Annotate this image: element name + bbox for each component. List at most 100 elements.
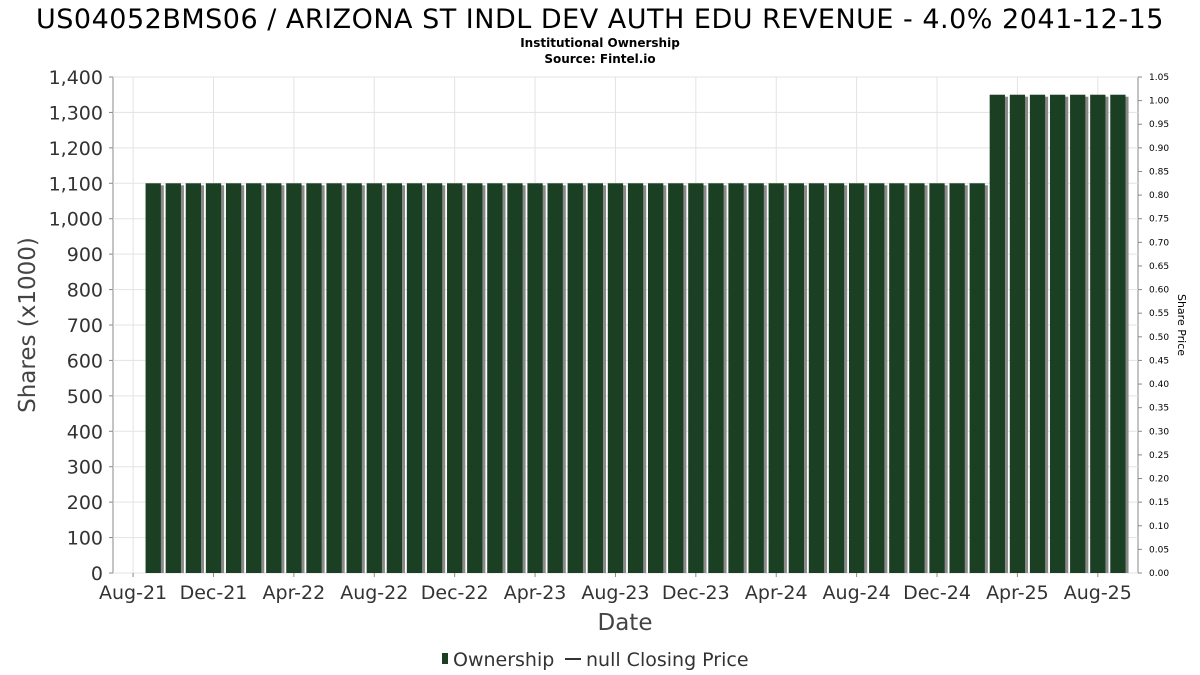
y-axis-label: Shares (x1000): [15, 237, 41, 413]
y2-tick-label: 1.05: [1149, 73, 1169, 83]
y2-tick-label: 0.80: [1149, 191, 1169, 201]
y2-axis-ticks: 0.00 0.05 0.10 0.15 0.20 0.25 0.30 0.35 0.40 0.45…: [1138, 73, 1169, 579]
bar: [467, 183, 483, 574]
bar: [145, 183, 161, 574]
bar: [1070, 94, 1086, 573]
y2-tick-label: 0.25: [1149, 451, 1169, 461]
y-axis-ticks: 0 100 200 300 400 500 600 700 800 900 1,000 1,100 1,…: [49, 67, 113, 585]
bar: [788, 183, 804, 574]
legend: Ownership null Closing Price: [442, 649, 749, 671]
chart-subtitle-2: Source: Fintel.io: [544, 52, 655, 66]
x-tick-label: Apr-24: [745, 582, 808, 604]
bar: [225, 183, 242, 574]
y2-tick-label: 0.20: [1149, 475, 1169, 485]
legend-ownership-swatch: [442, 653, 448, 664]
x-tick-label: Aug-23: [581, 582, 649, 604]
y2-tick-label: 0.85: [1149, 167, 1169, 177]
bar: [969, 183, 985, 574]
bar: [688, 183, 704, 574]
y-tick-label: 1,400: [49, 67, 103, 89]
bar: [1090, 94, 1106, 573]
x-axis-ticks: Aug-21 Dec-21 Apr-22 Aug-22 Dec-22 Apr-23 Aug-…: [99, 573, 1132, 604]
bar: [366, 183, 382, 574]
bar: [728, 183, 744, 574]
y-tick-label: 200: [67, 492, 103, 514]
bar: [447, 183, 463, 574]
bar: [547, 183, 563, 574]
x-tick-label: Aug-25: [1064, 582, 1132, 604]
x-tick-label: Aug-21: [99, 582, 167, 604]
bar: [386, 183, 403, 574]
bar: [507, 183, 523, 574]
bar: [205, 183, 222, 574]
bar: [587, 183, 603, 574]
y2-tick-label: 0.65: [1149, 262, 1169, 272]
bar: [326, 183, 342, 574]
bar: [989, 94, 1005, 573]
bar: [246, 183, 262, 574]
y-tick-label: 700: [67, 315, 103, 337]
chart-title: US04052BMS06 / ARIZONA ST INDL DEV AUTH …: [36, 4, 1164, 35]
x-tick-label: Aug-22: [340, 582, 408, 604]
bar: [768, 183, 784, 574]
y2-tick-label: 0.10: [1149, 522, 1169, 532]
legend-ownership-label: Ownership: [453, 649, 554, 671]
bar: [185, 183, 202, 574]
y2-tick-label: 0.50: [1149, 333, 1169, 343]
bar: [286, 183, 302, 574]
x-axis-label: Date: [598, 610, 653, 636]
y-tick-label: 100: [67, 528, 103, 550]
y-tick-label: 500: [67, 386, 103, 408]
y-tick-label: 300: [67, 457, 103, 479]
y-tick-label: 1,100: [49, 173, 103, 195]
y-tick-label: 1,200: [49, 138, 103, 160]
y-tick-label: 900: [67, 244, 103, 266]
bar: [1009, 94, 1026, 573]
x-tick-label: Apr-22: [263, 582, 326, 604]
y2-tick-label: 1.00: [1149, 97, 1169, 107]
y2-tick-label: 0.35: [1149, 404, 1169, 414]
bar: [708, 183, 724, 574]
bar: [909, 183, 925, 574]
y2-tick-label: 0.45: [1149, 356, 1169, 366]
y-tick-label: 1,300: [49, 102, 103, 124]
bar: [306, 183, 322, 574]
y2-axis-label: Share Price: [1175, 294, 1188, 356]
bar: [748, 183, 764, 574]
y-tick-label: 1,000: [49, 209, 103, 231]
bar: [607, 183, 624, 574]
y2-tick-label: 0.55: [1149, 309, 1169, 319]
bar: [346, 183, 362, 574]
bar: [828, 183, 845, 574]
y-tick-label: 400: [67, 421, 103, 443]
x-tick-label: Dec-24: [903, 582, 971, 604]
bar: [266, 183, 282, 574]
bar: [527, 183, 543, 574]
y2-tick-label: 0.00: [1149, 569, 1169, 579]
y-tick-label: 800: [67, 280, 103, 302]
y2-tick-label: 0.95: [1149, 120, 1169, 130]
bar: [808, 183, 825, 574]
bar: [1049, 94, 1066, 573]
legend-price-label: null Closing Price: [586, 649, 749, 671]
y2-tick-label: 0.15: [1149, 498, 1169, 508]
y-tick-label: 600: [67, 350, 103, 372]
bar: [1029, 94, 1046, 573]
y2-tick-label: 0.75: [1149, 215, 1169, 225]
bar: [487, 183, 503, 574]
bar: [889, 183, 905, 574]
bar: [426, 183, 443, 574]
y-tick-label: 0: [91, 563, 103, 585]
bar: [567, 183, 583, 574]
y2-tick-label: 0.90: [1149, 144, 1169, 154]
bar: [627, 183, 644, 574]
y2-tick-label: 0.05: [1149, 545, 1169, 555]
bar: [848, 183, 865, 574]
bar: [165, 183, 181, 574]
x-tick-label: Dec-22: [421, 582, 489, 604]
chart-subtitle-1: Institutional Ownership: [520, 36, 680, 50]
bar: [406, 183, 423, 574]
bar: [1110, 94, 1126, 573]
bar: [869, 183, 885, 574]
